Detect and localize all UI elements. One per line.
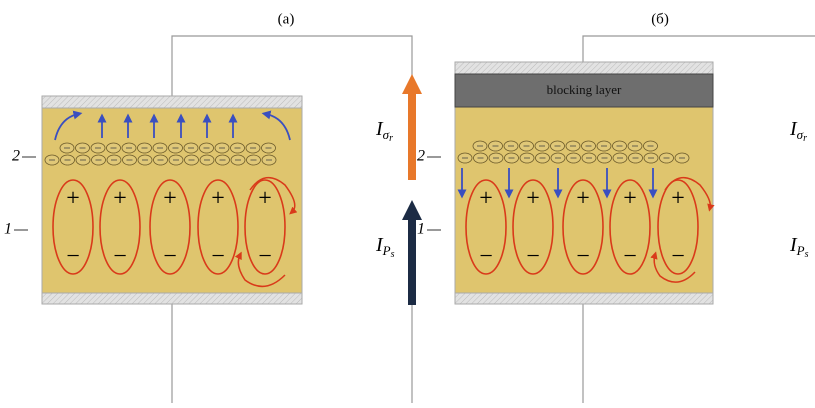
current-subsub: s <box>391 249 395 260</box>
current-label: Iσr <box>375 118 393 145</box>
current-subsub: s <box>805 249 809 260</box>
charge-minus: − <box>163 244 177 270</box>
charge-minus: − <box>576 244 590 270</box>
charge-minus: − <box>479 244 493 270</box>
layer-label: 1 <box>417 221 425 238</box>
charge-minus: − <box>526 244 540 270</box>
layer-label: 2 <box>12 148 20 165</box>
current-sub: P <box>382 243 391 258</box>
charge-plus: + <box>66 186 80 212</box>
charge-minus: − <box>113 244 127 270</box>
panel-label: (a) <box>278 11 295 27</box>
charge-plus: + <box>211 186 225 212</box>
charge-plus: + <box>113 186 127 212</box>
charge-minus: − <box>66 244 80 270</box>
charge-minus: − <box>258 244 272 270</box>
charge-minus: − <box>671 244 685 270</box>
charge-minus: − <box>623 244 637 270</box>
current-arrows <box>402 74 422 305</box>
current-sub: P <box>796 243 805 258</box>
current-subsub: r <box>803 133 807 144</box>
charge-plus: + <box>623 186 637 212</box>
layer-label: 2 <box>417 148 425 165</box>
charge-plus: + <box>576 186 590 212</box>
panel-label: (б) <box>651 11 669 27</box>
current-label: IPs <box>375 234 395 261</box>
blocking-layer-label: blocking layer <box>547 82 622 97</box>
charge-plus: + <box>258 186 272 212</box>
charge-plus: + <box>526 186 540 212</box>
charge-minus: − <box>211 244 225 270</box>
current-label: IPs <box>789 234 809 261</box>
charge-plus: + <box>479 186 493 212</box>
diagram: blocking layer (a) (б) + − + − + − + − + − + − + − + − +… <box>0 0 815 403</box>
current-subsub: r <box>389 133 393 144</box>
layer-label: 1 <box>4 221 12 238</box>
charge-plus: + <box>671 186 685 212</box>
charge-plus: + <box>163 186 177 212</box>
current-label: Iσr <box>789 118 807 145</box>
